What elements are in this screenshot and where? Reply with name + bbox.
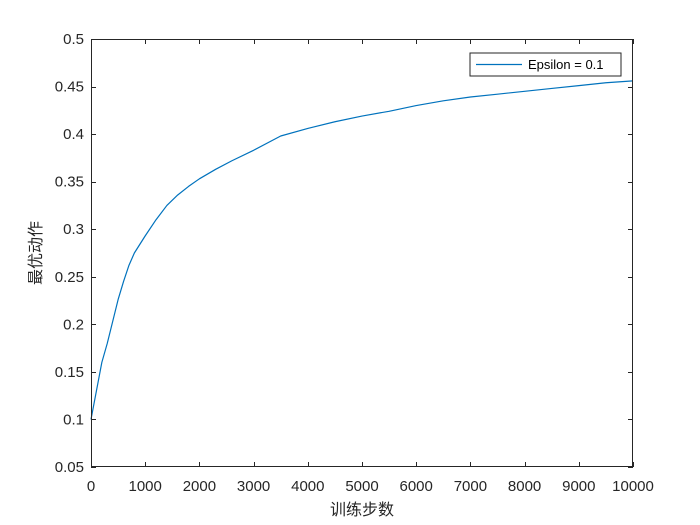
y-tick-label: 0.45 <box>55 79 84 96</box>
legend: Epsilon = 0.1 <box>469 52 622 77</box>
x-tick-label: 5000 <box>345 478 378 495</box>
x-tick-label: 8000 <box>508 478 541 495</box>
x-tick-label: 0 <box>87 478 95 495</box>
ticks-layer: 0 1000 2000 3000 4000 5000 6000 7000 8000 9000 100… <box>55 31 654 495</box>
x-tick-label: 2000 <box>183 478 216 495</box>
y-tick-label: 0.15 <box>55 364 84 381</box>
x-tick-label: 3000 <box>237 478 270 495</box>
x-tick-label: 7000 <box>454 478 487 495</box>
x-tick-label: 4000 <box>291 478 324 495</box>
y-tick-label: 0.3 <box>63 221 84 238</box>
x-axis-label: 训练步数 <box>330 500 394 519</box>
y-tick-label: 0.4 <box>63 126 84 143</box>
series-layer <box>90 80 634 420</box>
plot-area <box>91 39 633 467</box>
y-tick-label: 0.25 <box>55 269 84 286</box>
y-axis-label: 最优动作 <box>26 221 45 285</box>
x-tick-label: 9000 <box>562 478 595 495</box>
x-tick-label: 10000 <box>612 478 654 495</box>
legend-label: Epsilon = 0.1 <box>528 57 604 72</box>
y-tick-label: 0.2 <box>63 316 84 333</box>
y-tick-label: 0.35 <box>55 174 84 191</box>
y-tick-label: 0.5 <box>63 31 84 48</box>
x-tick-label: 1000 <box>129 478 162 495</box>
y-tick-label: 0.1 <box>63 411 84 428</box>
x-tick-label: 6000 <box>400 478 433 495</box>
legend-box <box>469 52 622 77</box>
y-tick-label: 0.05 <box>55 459 84 476</box>
series-line-0 <box>90 80 634 420</box>
